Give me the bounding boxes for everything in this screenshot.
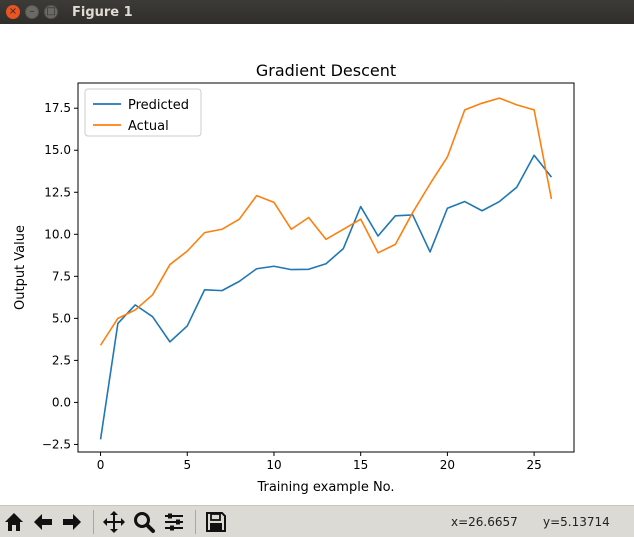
y-axis-label: Output Value xyxy=(13,225,28,310)
y-tick-label: −2.5 xyxy=(42,437,71,451)
x-tick-label: 20 xyxy=(440,458,455,472)
navigation-toolbar: x=26.6657 y=5.13714 xyxy=(0,505,634,537)
close-window-icon[interactable]: × xyxy=(6,5,20,19)
legend-label-actual: Actual xyxy=(128,119,169,134)
cursor-x-readout: x=26.6657 xyxy=(451,515,518,529)
maximize-window-icon[interactable]: □ xyxy=(44,5,58,19)
line-chart: Gradient Descent 0 5 10 15 20 25 −2.5 0.0 2.5 5.0… xyxy=(13,61,575,495)
figure-canvas[interactable]: Gradient Descent 0 5 10 15 20 25 −2.5 0.0 2.5 5.0… xyxy=(0,24,634,505)
y-tick-label: 12.5 xyxy=(44,185,71,199)
chart-title: Gradient Descent xyxy=(256,61,396,80)
back-icon[interactable] xyxy=(30,509,56,535)
series-line-actual xyxy=(99,97,553,346)
x-tick-label: 25 xyxy=(526,458,541,472)
series-line-predicted xyxy=(99,154,553,440)
legend: Predicted Actual xyxy=(84,88,202,137)
save-icon[interactable] xyxy=(203,509,229,535)
plot-area: 0 5 10 15 20 25 −2.5 0.0 2.5 5.0 7.5 10.0 12.5 15.0 17… xyxy=(42,82,575,472)
y-tick-label: 15.0 xyxy=(44,143,71,157)
y-tick-label: 5.0 xyxy=(52,311,71,325)
y-tick-label: 2.5 xyxy=(52,353,71,367)
axes-frame xyxy=(77,82,575,453)
x-tick-label: 5 xyxy=(183,458,191,472)
x-tick-label: 10 xyxy=(266,458,281,472)
y-tick-label: 0.0 xyxy=(52,395,71,409)
x-axis-label: Training example No. xyxy=(256,480,394,495)
legend-label-predicted: Predicted xyxy=(128,98,189,113)
minimize-window-icon[interactable]: – xyxy=(25,5,39,19)
subplots-icon[interactable] xyxy=(161,509,187,535)
forward-icon[interactable] xyxy=(59,509,85,535)
home-icon[interactable] xyxy=(1,509,27,535)
window-title: Figure 1 xyxy=(72,4,133,20)
y-tick-label: 10.0 xyxy=(44,227,71,241)
toolbar-separator xyxy=(93,510,94,534)
cursor-y-readout: y=5.13714 xyxy=(543,515,610,529)
toolbar-separator xyxy=(195,510,196,534)
zoom-icon[interactable] xyxy=(131,509,157,535)
y-tick-label: 7.5 xyxy=(52,269,71,283)
x-tick-label: 15 xyxy=(353,458,368,472)
x-tick-label: 0 xyxy=(97,458,105,472)
y-tick-label: 17.5 xyxy=(44,101,71,115)
title-bar: × – □ Figure 1 xyxy=(0,0,634,24)
pan-icon[interactable] xyxy=(101,509,127,535)
